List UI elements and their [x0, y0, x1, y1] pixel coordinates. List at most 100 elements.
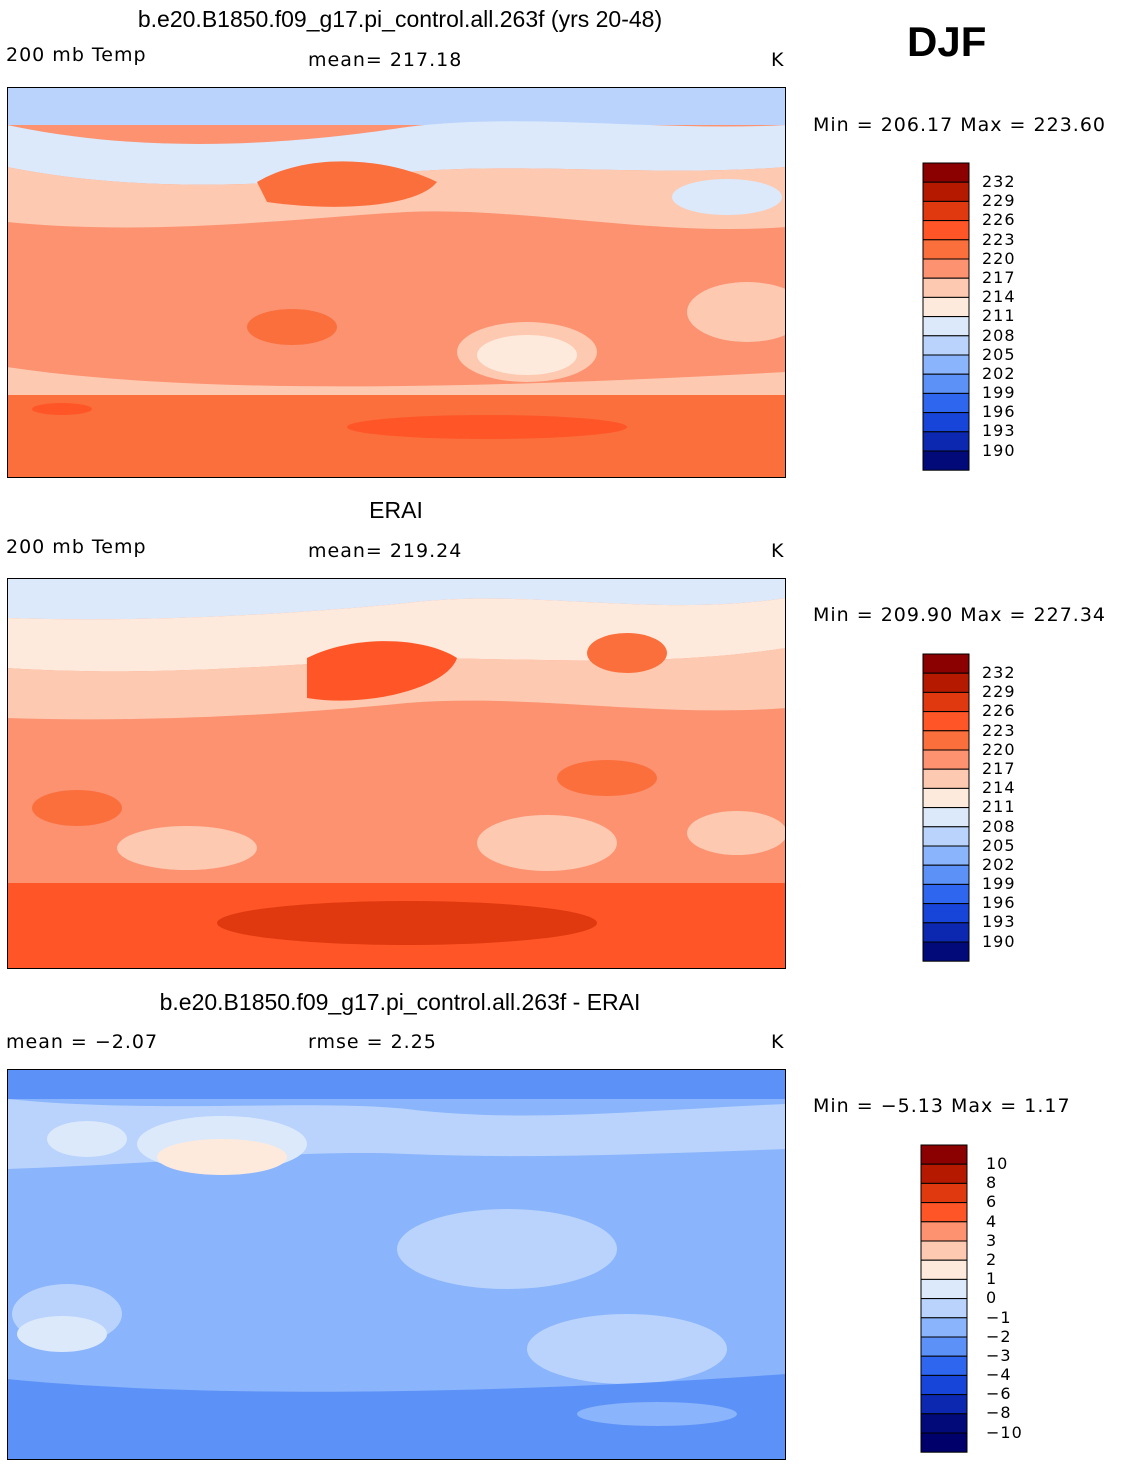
panel1-mean-label: mean= 217.18 [308, 49, 463, 71]
band-north-dark [7, 1069, 786, 1099]
panel1-minmax: Min = 206.17 Max = 223.60 [813, 114, 1106, 136]
colorbar-swatch [922, 730, 970, 751]
colorbar-swatch [920, 1413, 968, 1434]
map-frame [7, 578, 786, 969]
colorbar-swatch [922, 807, 970, 828]
colorbar-swatch [920, 1355, 968, 1376]
colorbar-tick-label: 199 [982, 383, 1016, 403]
light-blob-atlantic [687, 282, 786, 342]
colorbar-swatch [922, 392, 970, 414]
colorbar-swatch [922, 826, 970, 847]
colorbar-swatch [922, 864, 970, 885]
colorbar-swatch [920, 1221, 968, 1242]
colorbar-swatch [922, 373, 970, 394]
colorbar-swatch [920, 1259, 968, 1280]
south-core [217, 901, 597, 945]
light-blob-indian [117, 826, 257, 870]
south-core-1 [32, 403, 92, 415]
band-south-warm [7, 395, 786, 478]
colorbar-swatch [922, 431, 970, 452]
band-north-cool [7, 121, 786, 185]
colorbar-tick-label: −6 [986, 1384, 1012, 1404]
panel1-units: K [771, 49, 785, 71]
panel3-units: K [771, 1031, 785, 1053]
colorbar-swatch [920, 1298, 968, 1319]
panel1-map [7, 87, 786, 478]
colorbar-tick-label: 205 [982, 344, 1016, 364]
colorbar-swatch [922, 162, 970, 183]
warm-blob-africa [32, 790, 122, 826]
light-blob-atlantic [687, 811, 786, 855]
colorbar-swatch [920, 1432, 968, 1453]
panel2-units: K [771, 540, 785, 562]
south-core-2 [347, 415, 627, 439]
colorbar-swatch [922, 296, 970, 318]
colorbar-swatch [922, 768, 970, 789]
colorbar-swatch [922, 711, 970, 732]
season-label: DJF [907, 18, 987, 65]
warm-core-pacific [307, 641, 457, 701]
colorbar-tick-label: 211 [982, 797, 1016, 817]
colorbar-swatch [920, 1394, 968, 1415]
light-blob-pacific [397, 1209, 617, 1289]
colorbar-tick-label: −3 [986, 1345, 1012, 1365]
colorbar-swatch [920, 1336, 968, 1357]
colorbar-tick-label: −4 [986, 1365, 1012, 1385]
pale-blob-africa [17, 1316, 107, 1352]
warm-core-japan [257, 161, 437, 207]
colorbar-tick-label: 232 [982, 172, 1016, 191]
panel2-map [7, 578, 786, 969]
colorbar-swatch [922, 653, 970, 674]
colorbar-swatch [922, 941, 970, 962]
panel3-colorbar-labels: 10 8 6 4 3 2 1 0 −1 −2 −3 −4 −6 −8 −10 [986, 1154, 1023, 1442]
colorbar-swatch [920, 1240, 968, 1261]
panel2-colorbar [922, 653, 970, 962]
map-frame [7, 87, 786, 478]
colorbar-tick-label: 217 [982, 758, 1016, 778]
colorbar-swatch [922, 335, 970, 356]
colorbar-tick-label: 208 [982, 816, 1016, 836]
cool-blob-atlantic [672, 179, 782, 215]
colorbar-tick-label: 190 [982, 440, 1016, 460]
colorbar-tick-label: 196 [982, 893, 1016, 913]
colorbar-tick-label: 211 [982, 306, 1016, 326]
panel1-colorbar-labels: 232 229 226 223 220 217 214 211 208 205 202 199 196 1… [982, 172, 1016, 460]
panel2-colorbar-labels: 232 229 226 223 220 217 214 211 208 205 202 199 196 1… [982, 663, 1016, 951]
pale-blob-europe [47, 1121, 127, 1157]
colorbar-swatch [922, 672, 970, 693]
colorbar-tick-label: 1 [986, 1269, 998, 1289]
colorbar-tick-label: 214 [982, 778, 1016, 798]
colorbar-swatch [920, 1374, 968, 1396]
colorbar-tick-label: 226 [982, 701, 1016, 721]
panel1-title: b.e20.B1850.f09_g17.pi_control.all.263f … [137, 6, 663, 32]
colorbar-tick-label: 4 [986, 1211, 998, 1231]
panel2-title: ERAI [369, 497, 423, 523]
colorbar-swatch [922, 181, 970, 202]
colorbar-tick-label: 0 [986, 1288, 998, 1308]
colorbar-tick-label: 2 [986, 1249, 998, 1269]
panel3-title: b.e20.B1850.f09_g17.pi_control.all.263f … [159, 989, 641, 1015]
panel2-mean-label: mean= 219.24 [308, 540, 463, 562]
colorbar-swatch [922, 412, 970, 433]
colorbar-swatch [922, 787, 970, 809]
colorbar-tick-label: 196 [982, 402, 1016, 422]
panel3-minmax: Min = −5.13 Max = 1.17 [813, 1095, 1071, 1117]
colorbar-tick-label: 205 [982, 835, 1016, 855]
colorbar-swatch [922, 354, 970, 375]
colorbar-swatch [922, 691, 970, 713]
colorbar-tick-label: −8 [986, 1403, 1012, 1423]
warm-blob-samerica [557, 760, 657, 796]
warm-core-america [587, 633, 667, 673]
colorbar-tick-label: 8 [986, 1173, 998, 1193]
panel3-map [7, 1069, 786, 1460]
colorbar-tick-label: 10 [986, 1154, 1009, 1173]
colorbar-swatch [922, 450, 970, 471]
colorbar-tick-label: −2 [986, 1326, 1012, 1346]
panel1-variable-label: 200 mb Temp [6, 44, 147, 66]
colorbar-swatch [920, 1202, 968, 1223]
panel3-rmse-label: rmse = 2.25 [308, 1031, 437, 1053]
colorbar-swatch [920, 1278, 968, 1300]
colorbar-tick-label: −1 [986, 1307, 1012, 1327]
colorbar-swatch [922, 277, 970, 298]
colorbar-tick-label: 202 [982, 854, 1016, 874]
